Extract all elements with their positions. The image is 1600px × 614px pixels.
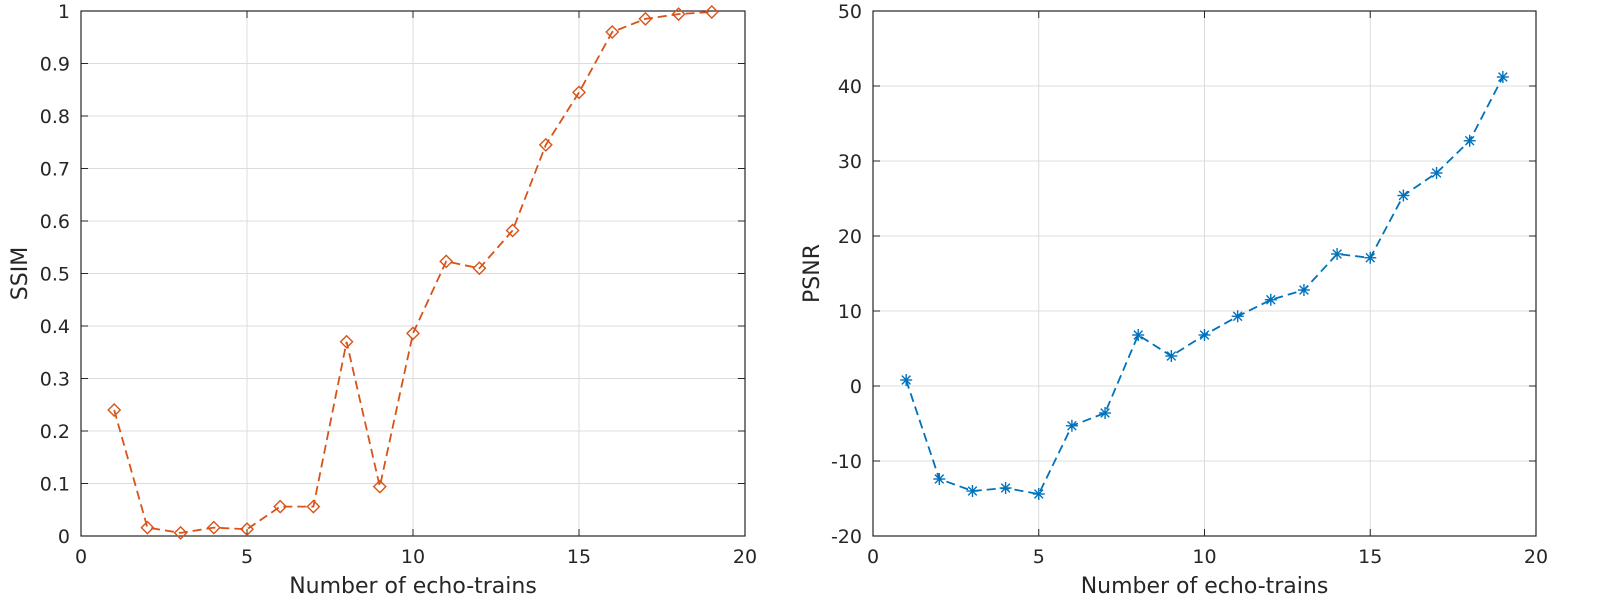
ssim-data-point — [605, 25, 620, 39]
psnr-data-point — [1099, 407, 1112, 419]
psnr-data-point — [966, 485, 979, 497]
asterisk-stroke — [1398, 190, 1409, 201]
x-tick-label: 0 — [867, 546, 879, 568]
ssim-data-point — [240, 522, 254, 537]
ssim-data-point — [107, 403, 122, 417]
psnr-data-point — [1397, 189, 1410, 202]
ssim-data-point — [638, 11, 653, 26]
y-tick-label: 50 — [838, 1, 862, 23]
ssim-data-point — [538, 137, 553, 152]
x-tick-label: 20 — [1524, 546, 1548, 568]
y-tick-label: 0.8 — [40, 106, 70, 128]
y-tick-label: 0.1 — [40, 474, 70, 496]
x-tick-label: 20 — [733, 546, 757, 568]
asterisk-stroke — [1100, 408, 1110, 418]
asterisk-stroke — [1464, 135, 1475, 146]
psnr-data-point — [1430, 167, 1443, 179]
y-tick-label: -20 — [831, 526, 862, 548]
x-tick-label: 5 — [241, 546, 253, 568]
asterisk-stroke — [1133, 330, 1144, 340]
psnr-data-point — [1364, 251, 1377, 264]
psnr-data-point — [1065, 419, 1078, 432]
y-tick-label: 0.2 — [40, 421, 70, 443]
axes-box — [80, 10, 746, 537]
psnr-data-point — [1297, 284, 1310, 296]
psnr-data-point — [1331, 248, 1344, 260]
asterisk-stroke — [1265, 294, 1276, 305]
asterisk-stroke — [934, 474, 945, 484]
asterisk-stroke — [1365, 252, 1376, 263]
ssim-data-point — [572, 85, 586, 100]
x-tick-label: 10 — [1192, 546, 1216, 568]
ssim-data-point — [140, 520, 155, 535]
y-tick-label: 0.6 — [40, 211, 70, 233]
y-tick-label: 40 — [838, 76, 862, 98]
y-tick-label: 10 — [838, 301, 862, 323]
y-tick-label: 0.3 — [40, 369, 70, 391]
asterisk-stroke — [1332, 249, 1342, 259]
x-tick-label: 15 — [567, 546, 591, 568]
y-tick-label: 30 — [838, 151, 862, 173]
asterisk-stroke — [1000, 483, 1011, 493]
ssim-chart: 0 5 10 15 20 0 0.1 0.2 0.3 0.4 0.5 0.6 0.7 0.8 0.9 1 Num… — [8, 1, 757, 599]
y-tick-label: 0.4 — [40, 316, 70, 338]
asterisk-stroke — [1232, 311, 1243, 322]
x-tick-label: 0 — [75, 546, 87, 568]
y-tick-label: 0.5 — [40, 264, 70, 286]
psnr-data-point — [933, 473, 946, 485]
psnr-data-point — [1264, 293, 1277, 306]
ssim-data-point — [704, 5, 719, 20]
ssim-data-point — [273, 499, 288, 514]
x-tick-label: 5 — [1033, 546, 1045, 568]
ssim-data-point — [439, 254, 454, 269]
x-axis-label: Number of echo-trains — [1081, 574, 1329, 599]
ssim-data-point — [206, 520, 221, 535]
y-tick-label: 1 — [58, 1, 70, 23]
ssim-data-point — [306, 499, 321, 514]
y-tick-label: 0 — [850, 376, 862, 398]
y-tick-label: 0 — [58, 526, 70, 548]
psnr-data-point — [1165, 350, 1178, 362]
y-tick-label: 20 — [838, 226, 862, 248]
psnr-data-point — [1463, 134, 1476, 147]
psnr-data-point — [1198, 329, 1211, 341]
asterisk-stroke — [1067, 420, 1077, 431]
psnr-data-point — [999, 482, 1012, 494]
asterisk-stroke — [967, 486, 978, 496]
asterisk-stroke — [1299, 285, 1309, 295]
psnr-data-point — [1231, 310, 1244, 323]
x-tick-label: 15 — [1358, 546, 1382, 568]
ssim-data-point — [505, 223, 520, 238]
asterisk-stroke — [1498, 72, 1508, 82]
axes-box — [872, 10, 1537, 537]
psnr-chart: 0 5 10 15 20 -20 -10 0 10 20 30 40 50 Number of echo-… — [800, 1, 1548, 599]
y-tick-label: -10 — [831, 451, 862, 473]
asterisk-stroke — [901, 375, 911, 385]
asterisk-stroke — [1166, 351, 1177, 361]
asterisk-stroke — [1431, 168, 1442, 178]
y-tick-label: 0.7 — [40, 159, 70, 181]
psnr-data-point — [900, 374, 913, 386]
y-axis-label: PSNR — [800, 244, 825, 303]
ssim-data-point — [173, 525, 188, 540]
psnr-data-point — [1132, 329, 1145, 341]
ssim-data-point — [671, 7, 686, 22]
x-tick-label: 10 — [401, 546, 425, 568]
y-axis-label: SSIM — [8, 247, 33, 300]
asterisk-stroke — [1199, 330, 1210, 340]
ssim-data-point — [472, 261, 487, 276]
ssim-data-point — [406, 326, 420, 341]
ssim-data-point — [372, 479, 387, 494]
ssim-data-point — [339, 334, 354, 349]
psnr-data-point — [1496, 71, 1509, 83]
asterisk-stroke — [1033, 489, 1044, 499]
y-tick-label: 0.9 — [40, 54, 70, 76]
x-axis-label: Number of echo-trains — [289, 574, 537, 599]
psnr-data-point — [1032, 488, 1045, 500]
ssim-series-line — [113, 11, 712, 534]
